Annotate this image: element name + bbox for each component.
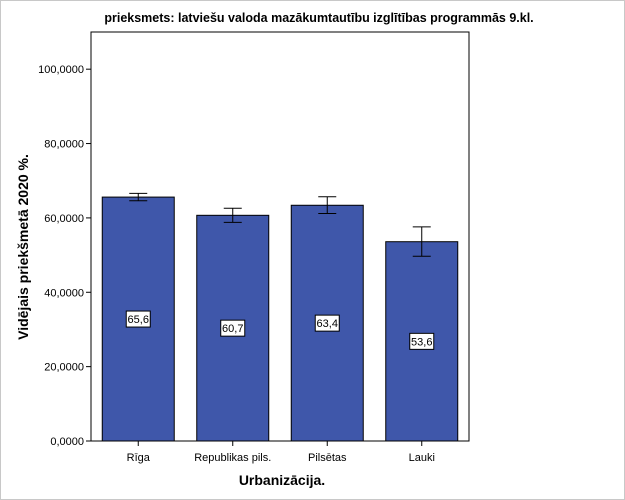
data-label-box [125,310,151,328]
data-label: 60,7 [222,323,243,335]
x-axis-title: Urbanizācija. [239,472,325,488]
data-label-box [314,314,340,332]
data-label: 63,4 [317,318,338,330]
x-tick-label: Lauki [409,452,435,464]
x-tick-label: Rīga [127,452,151,464]
chart-title: prieksmets: latviešu valoda mazākumtautī… [104,11,533,25]
chart-marks: 0,0000 20,0000 40,0000 60,0000 80,0000 100,00… [38,64,459,464]
data-label: 65,6 [128,314,149,326]
data-label-box [220,319,246,337]
x-tick-label: Pilsētas [308,452,347,464]
y-tick-label: 0,0000 [50,436,84,448]
x-tick-label: Republikas pils. [194,452,271,464]
data-label: 53,6 [411,336,432,348]
y-tick-label: 80,0000 [44,139,84,151]
y-tick-label: 40,0000 [44,287,84,299]
data-label-box [409,332,435,350]
y-axis-title: Vidējais priekšmetā 2020 %. [15,154,31,340]
y-tick-label: 20,0000 [44,362,84,374]
y-tick-label: 100,0000 [38,64,84,76]
y-tick-label: 60,0000 [44,213,84,225]
